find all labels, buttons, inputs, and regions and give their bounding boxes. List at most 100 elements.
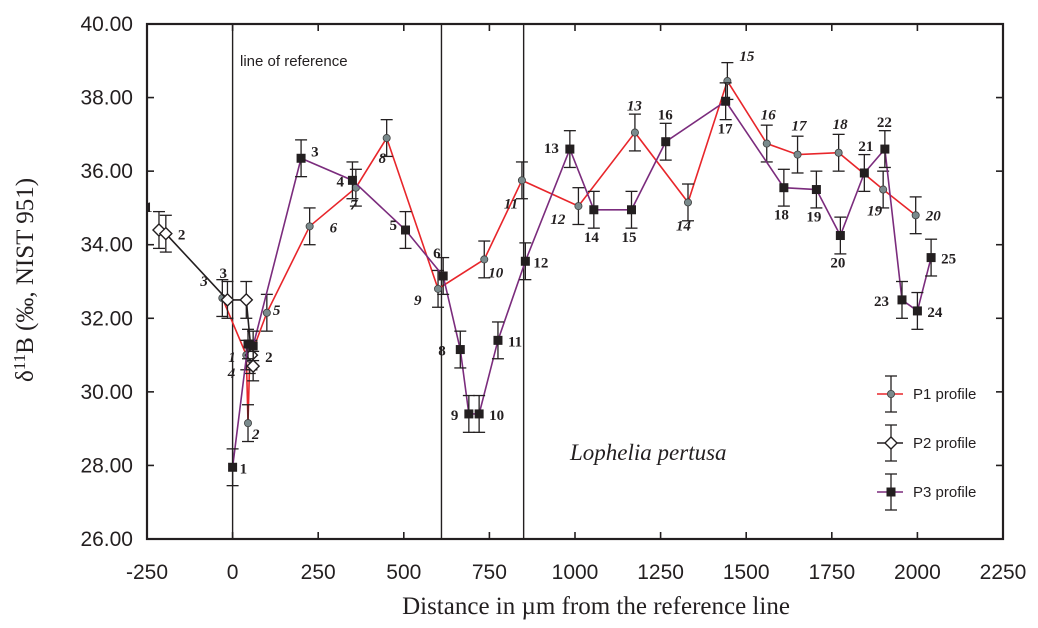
data-label: 1 (145, 200, 153, 216)
data-label: 19 (867, 204, 883, 220)
legend-item-p2-profile: P2 profile (877, 424, 976, 462)
data-point (382, 134, 391, 143)
y-axis-title: δ11B (‰, NIST 951) (10, 178, 39, 382)
data-point (262, 308, 271, 317)
vertical-lines (231, 24, 525, 539)
data-label: 9 (451, 408, 459, 424)
x-tick-label: 2000 (894, 561, 941, 584)
data-point (793, 150, 802, 159)
x-tick-label: 2250 (980, 561, 1027, 584)
data-label: 5 (273, 303, 281, 319)
data-label: 13 (544, 141, 559, 157)
data-label: 6 (433, 246, 441, 262)
data-label: 11 (508, 334, 522, 350)
legend-label: P3 profile (913, 484, 976, 501)
data-point (911, 211, 920, 220)
data-point (626, 205, 636, 215)
legend-item-p1-profile: P1 profile (877, 375, 976, 413)
data-label: 11 (504, 196, 518, 212)
axes: -250 0 250 500 750 1000 1250 1500 1750 2000 225026… (80, 13, 1026, 584)
data-label: 7 (350, 198, 358, 214)
data-label: 16 (658, 108, 674, 124)
data-label: 17 (718, 121, 734, 137)
legend-label: P1 profile (913, 386, 976, 403)
data-label: 9 (414, 293, 422, 309)
data-label: 5 (390, 218, 398, 234)
legend-marker (886, 487, 896, 497)
data-point (574, 202, 583, 211)
data-label: 17 (792, 119, 808, 135)
data-point (401, 225, 411, 235)
data-label: 6 (330, 220, 338, 236)
y-axis-title-rest: B (‰, NIST 951) (12, 178, 39, 354)
data-label: 3 (199, 274, 208, 290)
data-point (683, 198, 692, 207)
x-tick-label: 500 (386, 561, 421, 584)
data-point (721, 96, 731, 106)
data-point (438, 271, 448, 281)
data-point (244, 419, 253, 428)
data-label: 15 (739, 49, 755, 65)
data-point (926, 253, 936, 263)
data-label: 15 (621, 230, 636, 246)
data-point (897, 295, 907, 305)
data-label: 21 (858, 139, 873, 155)
data-label: 12 (533, 255, 548, 271)
data-point (220, 292, 235, 307)
data-label: 14 (676, 218, 692, 234)
legend-marker (887, 389, 896, 398)
x-tick-label: 1750 (808, 561, 855, 584)
data-label: 20 (830, 256, 845, 272)
data-point (239, 292, 254, 307)
x-tick-label: -250 (126, 561, 168, 584)
data-point (474, 409, 484, 419)
data-point (243, 339, 253, 349)
data-label: 18 (774, 208, 789, 224)
data-label: 24 (927, 305, 943, 321)
data-point (248, 341, 258, 351)
data-point (723, 77, 732, 86)
x-tick-label: 250 (301, 561, 336, 584)
data-point (158, 226, 173, 241)
data-point (834, 148, 843, 157)
data-point (912, 306, 922, 316)
x-tick-label: 0 (227, 561, 239, 584)
data-label: 1 (240, 461, 248, 477)
x-tick-label: 1500 (723, 561, 770, 584)
data-point (661, 137, 671, 147)
legend-item-p3-profile: P3 profile (877, 473, 976, 511)
data-label: 16 (761, 108, 777, 124)
data-point (630, 128, 639, 137)
y-axis-title-sup: 11 (10, 354, 29, 370)
legend-label: P2 profile (913, 435, 976, 452)
data-point (880, 144, 890, 154)
data-point (762, 139, 771, 148)
data-label: 2 (178, 228, 186, 244)
y-tick-label: 28.00 (80, 454, 133, 477)
data-label: 8 (438, 344, 446, 360)
data-label: 25 (941, 252, 956, 268)
legend-marker (884, 436, 898, 450)
data-label: 4 (336, 174, 344, 190)
data-point (835, 231, 845, 241)
data-label: 2 (265, 350, 273, 366)
x-tick-label: 750 (472, 561, 507, 584)
y-axis-title-main: δ (12, 370, 39, 382)
y-tick-label: 32.00 (80, 307, 133, 330)
x-axis-title: Distance in µm from the reference line (402, 593, 790, 620)
series-line (158, 229, 254, 367)
reference-line-annotation: line of reference (240, 53, 348, 70)
y-tick-label: 36.00 (80, 160, 133, 183)
data-label: 12 (550, 212, 566, 228)
data-label: 10 (489, 408, 504, 424)
data-point (811, 185, 821, 195)
data-point (520, 256, 530, 266)
data-label: 22 (877, 115, 892, 131)
data-label: 3 (311, 144, 319, 160)
data-label: 20 (925, 208, 942, 224)
data-point (228, 462, 238, 472)
